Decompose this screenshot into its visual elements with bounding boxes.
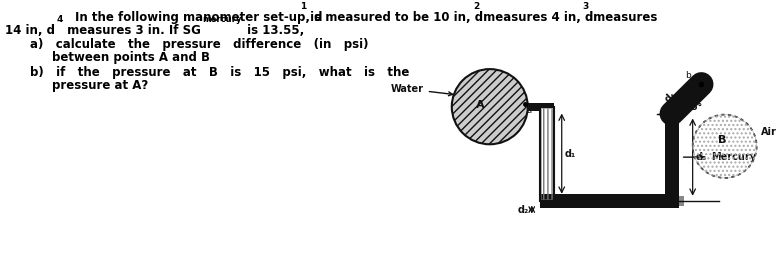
- Text: 3: 3: [583, 2, 589, 11]
- Bar: [541, 108, 552, 199]
- Text: B: B: [719, 135, 727, 145]
- Text: 4: 4: [57, 15, 63, 24]
- Bar: [540, 194, 679, 207]
- Text: Mercury: Mercury: [683, 152, 756, 162]
- Text: A: A: [476, 100, 484, 110]
- Text: is measured to be 10 in, d: is measured to be 10 in, d: [306, 11, 483, 24]
- Text: Water: Water: [390, 84, 452, 96]
- Bar: [665, 114, 679, 201]
- Bar: [540, 107, 554, 201]
- Text: is 13.55,: is 13.55,: [243, 24, 304, 37]
- Text: measures 3 in. If SG: measures 3 in. If SG: [63, 24, 201, 37]
- Text: 1: 1: [300, 2, 306, 11]
- Circle shape: [451, 69, 528, 144]
- Text: measures: measures: [589, 11, 657, 24]
- Text: 45°: 45°: [686, 103, 703, 112]
- Circle shape: [693, 115, 757, 178]
- Text: In the following manometer set-up, d: In the following manometer set-up, d: [75, 11, 323, 24]
- Text: d₄: d₄: [663, 89, 678, 105]
- Bar: [524, 102, 554, 111]
- Text: 14 in, d: 14 in, d: [5, 24, 55, 37]
- Text: between points A and B: between points A and B: [52, 51, 210, 64]
- Text: d₁: d₁: [565, 149, 576, 159]
- Text: b: b: [686, 71, 691, 80]
- Text: 2: 2: [473, 2, 479, 11]
- Text: measures 4 in, d: measures 4 in, d: [479, 11, 593, 24]
- Text: Air: Air: [761, 127, 776, 137]
- Text: d₂: d₂: [518, 205, 529, 214]
- Text: mercury: mercury: [202, 15, 241, 24]
- Text: b)   if   the   pressure   at   B   is   15   psi,   what   is   the: b) if the pressure at B is 15 psi, what …: [30, 66, 409, 79]
- Text: d₃: d₃: [696, 152, 707, 162]
- Bar: [542, 196, 683, 206]
- Text: pressure at A?: pressure at A?: [52, 79, 148, 92]
- Text: a)   calculate   the   pressure   difference   (in   psi): a) calculate the pressure difference (in…: [30, 38, 369, 51]
- Text: a: a: [526, 106, 532, 115]
- Bar: [665, 194, 679, 207]
